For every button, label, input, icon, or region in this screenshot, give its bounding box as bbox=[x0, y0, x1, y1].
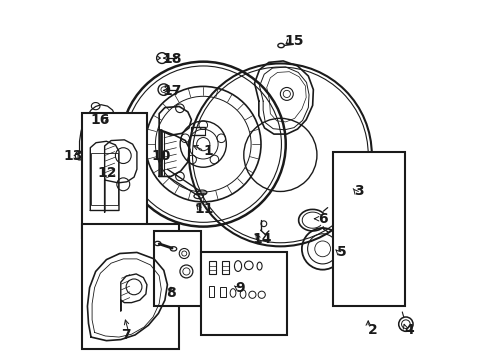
Text: 2: 2 bbox=[367, 323, 377, 337]
Text: 7: 7 bbox=[121, 328, 130, 342]
Text: 10: 10 bbox=[151, 149, 171, 163]
Bar bbox=[154, 231, 201, 306]
Text: 13: 13 bbox=[63, 149, 82, 163]
Text: 11: 11 bbox=[194, 202, 214, 216]
Bar bbox=[333, 152, 405, 306]
Bar bbox=[201, 252, 286, 335]
Bar bbox=[91, 153, 118, 205]
Text: 8: 8 bbox=[166, 286, 176, 300]
Text: 14: 14 bbox=[251, 232, 271, 246]
Text: 3: 3 bbox=[354, 184, 364, 198]
Bar bbox=[208, 286, 214, 297]
Text: 4: 4 bbox=[404, 323, 413, 337]
Bar bbox=[82, 224, 179, 349]
Text: 16: 16 bbox=[90, 113, 110, 127]
Text: 6: 6 bbox=[317, 212, 327, 226]
Bar bbox=[222, 261, 229, 274]
Text: 17: 17 bbox=[162, 84, 182, 98]
Text: 5: 5 bbox=[337, 246, 346, 260]
Text: 1: 1 bbox=[203, 144, 213, 158]
Bar bbox=[82, 113, 147, 238]
Bar bbox=[208, 261, 215, 274]
Text: 12: 12 bbox=[98, 166, 117, 180]
Text: 15: 15 bbox=[284, 34, 303, 48]
Text: 9: 9 bbox=[235, 281, 244, 295]
Text: 18: 18 bbox=[162, 52, 182, 66]
Bar bbox=[220, 287, 225, 297]
